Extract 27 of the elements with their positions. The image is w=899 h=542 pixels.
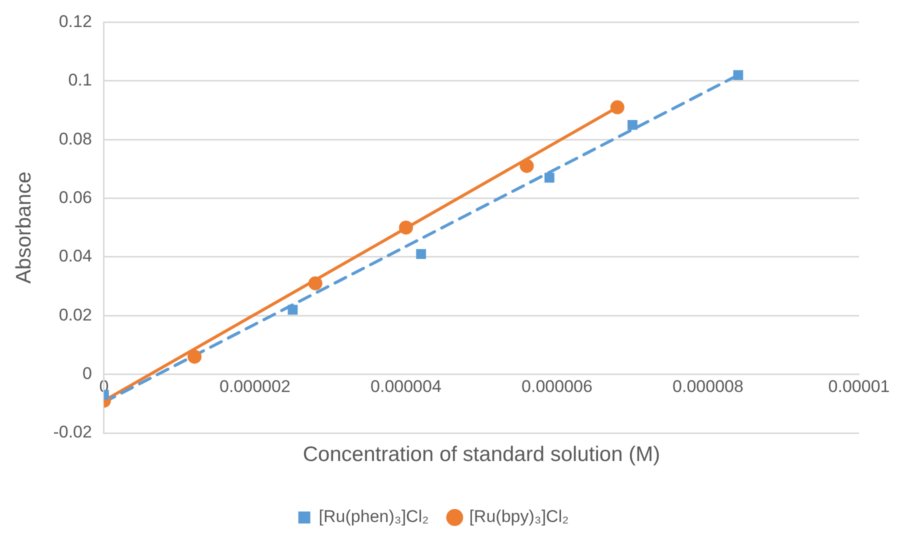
y-tick-label: 0.08 [58, 129, 92, 148]
point [288, 304, 298, 315]
y-tick-label: 0.04 [58, 246, 92, 266]
point [733, 70, 744, 80]
point [416, 249, 426, 259]
legend-label: [Ru(phen)₃]Cl₂ [318, 507, 429, 526]
y-tick-label: 0.1 [68, 70, 92, 90]
point [544, 172, 554, 183]
legend-label: [Ru(bpy)₃]Cl₂ [469, 507, 569, 526]
y-tick-label: 0.06 [58, 188, 92, 207]
point [610, 100, 624, 114]
y-axis-title: Absorbance [12, 172, 36, 284]
y-tick-label: 0.12 [58, 12, 92, 31]
point [520, 158, 534, 173]
point [628, 120, 638, 130]
y-tick-label: 0.02 [58, 305, 92, 324]
point [308, 276, 322, 290]
point [188, 350, 202, 364]
point [398, 220, 413, 235]
x-tick-label: 0.000008 [672, 377, 744, 396]
x-tick-label: 0.00001 [828, 377, 890, 396]
x-tick-label: 0.000002 [220, 377, 290, 396]
x-axis-title: Concentration of standard solution (M) [302, 442, 660, 466]
y-tick-label: -0.02 [53, 422, 92, 442]
y-tick-label: 0 [82, 364, 92, 383]
x-tick-label: 0.000004 [370, 377, 442, 396]
x-tick-label: 0.000006 [522, 377, 592, 396]
